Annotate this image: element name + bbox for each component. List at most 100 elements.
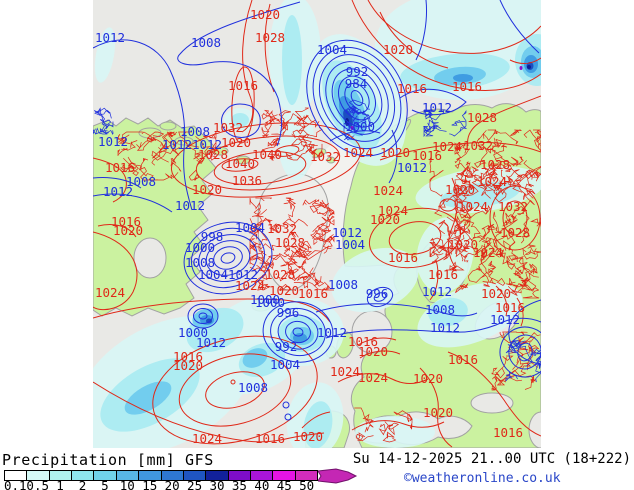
pressure-label: 1016 xyxy=(412,148,442,163)
pressure-label: 1028 xyxy=(265,267,295,282)
copyright: ©weatheronline.co.uk xyxy=(404,471,561,486)
weather-map: 1012 1008 1020 1028 1016 1008 1004 992 984 1000 10… xyxy=(93,0,541,448)
caspian-sea xyxy=(528,411,541,448)
pressure-label: 1024 xyxy=(95,285,125,300)
colorbar-segment xyxy=(273,471,296,480)
pressure-label: 1028 xyxy=(198,147,228,162)
colorbar-segment xyxy=(94,471,117,480)
pressure-label: 1004 xyxy=(198,267,228,282)
isobar-ring xyxy=(170,122,362,198)
colorbar-segment xyxy=(295,471,318,480)
pressure-label: 1020 xyxy=(113,223,143,238)
hudson-bay xyxy=(133,237,167,279)
colorbar-segment xyxy=(116,471,140,480)
pressure-label: 1008 xyxy=(126,174,156,189)
isobar-ring xyxy=(190,227,266,289)
colorbar-tick-label: 50 xyxy=(299,478,315,490)
isobar-ring xyxy=(499,326,541,378)
isobar-ring xyxy=(325,61,389,135)
pressure-label: 1020 xyxy=(269,283,299,298)
black-sea xyxy=(470,392,514,414)
pressure-label: 1028 xyxy=(480,157,510,172)
colorbar-tick-label: 2 xyxy=(78,478,87,490)
pressure-label: 1012 xyxy=(95,30,125,45)
precip-heavy xyxy=(124,46,541,415)
pressure-label: 992 xyxy=(275,339,298,354)
isobar-ring xyxy=(366,286,394,308)
pressure-label: 1016 xyxy=(388,250,418,265)
isobar-ring xyxy=(368,207,462,269)
pressure-label: 1012 xyxy=(175,198,205,213)
pressure-label: 1040 xyxy=(225,156,255,171)
colorbar-tick-label: 45 xyxy=(276,478,292,490)
isobar-ring xyxy=(373,292,387,302)
pressure-label: 1032 xyxy=(498,199,528,214)
colorbar-segment xyxy=(206,471,229,480)
contour-scribble xyxy=(429,157,471,271)
pressure-label: 1016 xyxy=(105,160,135,175)
pressure-label: 1024 xyxy=(477,174,507,189)
pressure-label: 1004 xyxy=(235,220,265,235)
colorbar-tick-label: 25 xyxy=(187,478,203,490)
isobar-ring xyxy=(508,334,541,370)
pressure-label: 1032 xyxy=(310,149,340,164)
isobars-low xyxy=(93,0,541,421)
pressure-label: 1020 xyxy=(250,7,280,22)
pressure-label: 1020 xyxy=(383,42,413,57)
pressure-label: 1004 xyxy=(335,237,365,252)
isobar-ring xyxy=(502,200,528,236)
pressure-label: 1012 xyxy=(228,267,258,282)
colorbar-segment xyxy=(27,471,50,480)
pressure-label: 1020 xyxy=(192,182,222,197)
isobar-ring xyxy=(274,145,300,157)
pressure-label: 1016 xyxy=(448,352,478,367)
pressure-label: 1024 xyxy=(343,145,373,160)
colorbar-tick-label: 10 xyxy=(119,478,135,490)
pressure-label: 1008 xyxy=(328,277,358,292)
pressure-label: 1012 xyxy=(192,137,222,152)
isobar-ring xyxy=(489,185,541,251)
isobar-ring xyxy=(270,307,326,357)
pressure-label: 1012 xyxy=(196,335,226,350)
isobar-ring xyxy=(187,303,219,329)
colorbar-arrow-icon xyxy=(318,468,358,484)
pressure-label: 1016 xyxy=(495,300,525,315)
pressure-label: 1012 xyxy=(98,134,128,149)
pressure-label: 1012 xyxy=(162,137,192,152)
pressure-label: 1028 xyxy=(255,30,285,45)
pressure-label: 1012 xyxy=(103,184,133,199)
colorbar-arrow-shape xyxy=(318,468,358,484)
contour-scribble xyxy=(354,407,413,443)
colorbar-segment xyxy=(5,471,28,480)
pressure-label: 1012 xyxy=(397,160,427,175)
pressure-label: 1032 xyxy=(267,221,297,236)
pressure-label: 1032 xyxy=(463,138,493,153)
pressure-label: 1024 xyxy=(358,370,388,385)
isobar-ring xyxy=(183,221,273,295)
isobar-ring xyxy=(205,240,251,276)
pressure-label: 984 xyxy=(345,76,368,91)
pressure-label: 1016 xyxy=(111,214,141,229)
pressure-label: 1020 xyxy=(380,145,410,160)
pressure-label: 1024 xyxy=(373,183,403,198)
isobar-ring xyxy=(439,198,457,212)
isobar-ring xyxy=(344,82,370,114)
weather-map-canvas: 1012 100810201028101610081004992984100010… xyxy=(93,0,541,448)
isobar-ring xyxy=(285,320,311,344)
pressure-label: 1008 xyxy=(180,124,210,139)
pressure-label: 992 xyxy=(346,64,369,79)
colorbar-ticks: 0.1 0.5 1 2 5 10 15 20 25 30 35 40 45 50 xyxy=(4,478,332,490)
pressure-label: 1020 xyxy=(423,405,453,420)
pressure-label: 1016 xyxy=(255,431,285,446)
pressure-label: 1004 xyxy=(270,357,300,372)
pressure-label: 1032 xyxy=(213,120,243,135)
pressure-label: 1008 xyxy=(425,302,455,317)
pressure-label: 1008 xyxy=(185,255,215,270)
low-pressure-spirals xyxy=(183,39,541,378)
colorbar-segment xyxy=(49,471,73,480)
colorbar-segment xyxy=(139,471,162,480)
isobar-ring xyxy=(277,314,319,350)
pressure-label: 1000 xyxy=(185,240,215,255)
pressure-label: 1016 xyxy=(493,425,523,440)
pressure-label: 1020 xyxy=(293,429,323,444)
